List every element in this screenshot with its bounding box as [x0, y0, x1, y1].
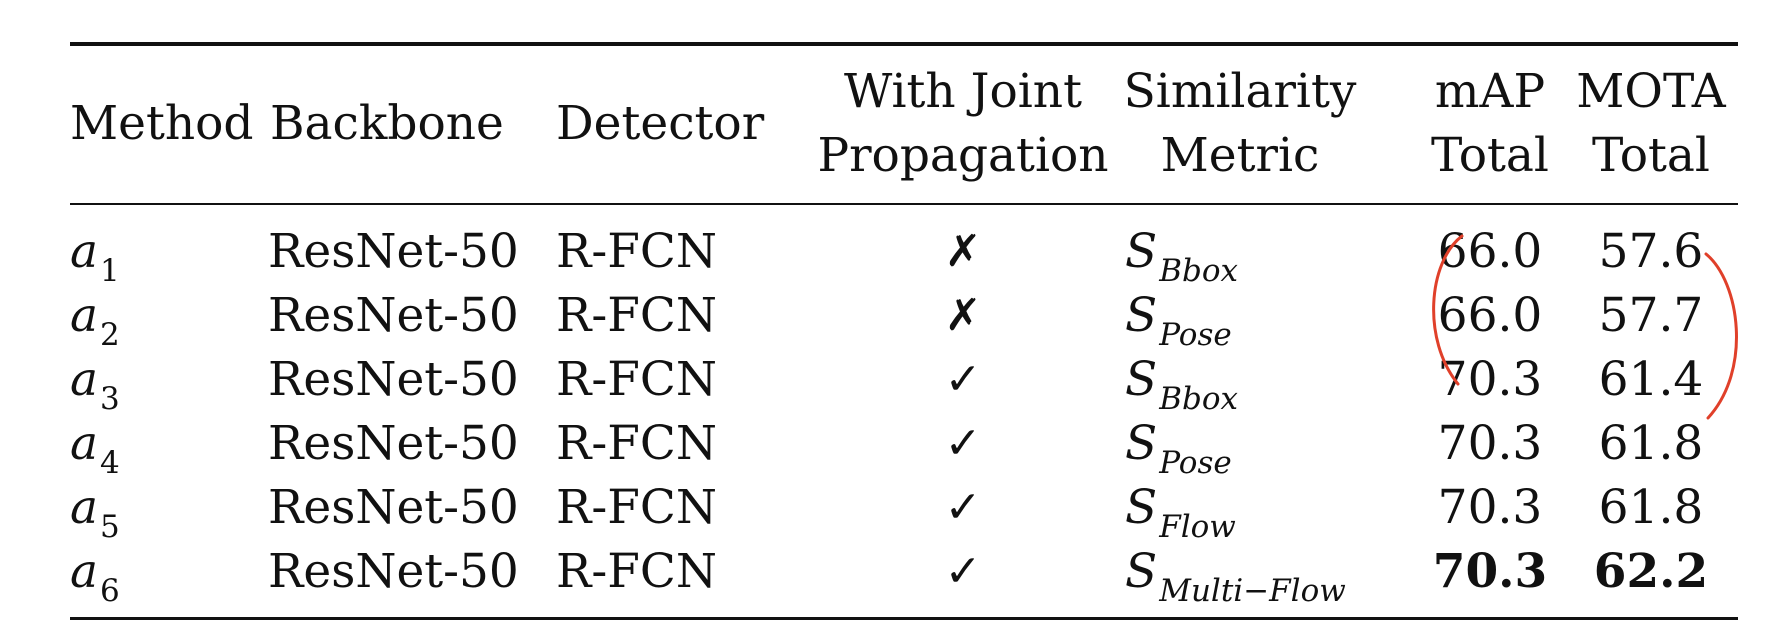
header-detector: Detector: [556, 96, 765, 151]
row-2-metric: SPose: [1125, 288, 1232, 353]
row-5-method: a5: [70, 480, 120, 545]
row-4-map: 70.3: [1437, 416, 1543, 471]
header-map-line1: mAP: [1434, 64, 1546, 119]
header-similarity-line2: Metric: [1160, 128, 1320, 183]
header-mota-line2: Total: [1592, 128, 1710, 183]
row-3-detector: R-FCN: [556, 352, 717, 407]
header-joint-line1: With Joint: [844, 64, 1082, 119]
row-2-map: 66.0: [1437, 288, 1543, 343]
row-1-detector: R-FCN: [556, 224, 717, 279]
row-4-method: a4: [70, 416, 120, 481]
row-6-backbone: ResNet-50: [268, 544, 519, 599]
row-1-mota: 57.6: [1598, 224, 1704, 279]
row-6-map: 70.3: [1432, 544, 1548, 599]
header-joint-line2: Propagation: [817, 128, 1109, 183]
row-5-map: 70.3: [1437, 480, 1543, 535]
row-3-mota: 61.4: [1598, 352, 1704, 407]
row-5-backbone: ResNet-50: [268, 480, 519, 535]
row-2-detector: R-FCN: [556, 288, 717, 343]
row-6-mota: 62.2: [1593, 544, 1709, 599]
row-6-method: a6: [70, 544, 120, 609]
row-5-detector: R-FCN: [556, 480, 717, 535]
row-6-detector: R-FCN: [556, 544, 717, 599]
header-method: Method: [70, 96, 254, 151]
row-4-metric: SPose: [1125, 416, 1232, 481]
row-2-joint-mark: ✗: [944, 290, 982, 341]
header-mota-line1: MOTA: [1576, 64, 1726, 119]
row-1-map: 66.0: [1437, 224, 1543, 279]
row-2-backbone: ResNet-50: [268, 288, 519, 343]
table-header-rule: [70, 203, 1738, 205]
row-6-metric: SMulti−Flow: [1125, 544, 1346, 609]
row-5-joint-mark: ✓: [944, 482, 982, 533]
row-3-joint-mark: ✓: [944, 354, 982, 405]
header-map-line2: Total: [1431, 128, 1549, 183]
row-1-joint-mark: ✗: [944, 226, 982, 277]
row-5-metric: SFlow: [1125, 480, 1236, 545]
table-top-rule: [70, 42, 1738, 46]
header-backbone: Backbone: [270, 96, 504, 151]
row-3-metric: SBbox: [1125, 352, 1238, 417]
row-1-method: a1: [70, 224, 120, 289]
header-similarity-line1: Similarity: [1123, 64, 1357, 119]
row-3-method: a3: [70, 352, 120, 417]
row-6-joint-mark: ✓: [944, 546, 982, 597]
row-3-map: 70.3: [1437, 352, 1543, 407]
row-4-joint-mark: ✓: [944, 418, 982, 469]
row-2-mota: 57.7: [1598, 288, 1704, 343]
row-3-backbone: ResNet-50: [268, 352, 519, 407]
annotation-right-bracket: [1704, 252, 1738, 420]
row-5-mota: 61.8: [1598, 480, 1704, 535]
row-1-backbone: ResNet-50: [268, 224, 519, 279]
row-2-method: a2: [70, 288, 120, 353]
row-4-detector: R-FCN: [556, 416, 717, 471]
row-1-metric: SBbox: [1125, 224, 1238, 289]
row-4-backbone: ResNet-50: [268, 416, 519, 471]
table-bottom-rule: [70, 617, 1738, 620]
row-4-mota: 61.8: [1598, 416, 1704, 471]
